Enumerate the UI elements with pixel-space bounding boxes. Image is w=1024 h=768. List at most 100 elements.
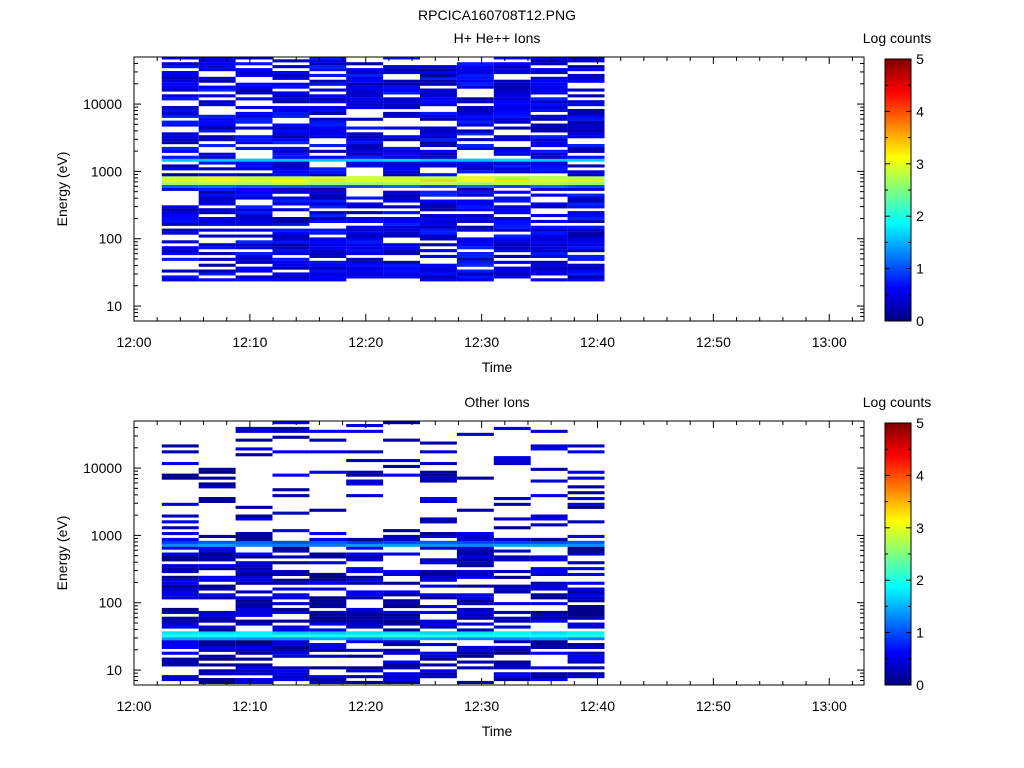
heatmap-cell <box>456 73 494 77</box>
heatmap-cell <box>383 640 420 644</box>
heatmap-cell <box>198 228 236 232</box>
heatmap-cell <box>493 246 531 250</box>
heatmap-cell <box>198 76 236 80</box>
heatmap-cell <box>309 610 347 614</box>
heatmap-cell <box>198 152 236 156</box>
heatmap-cell <box>198 193 236 197</box>
heatmap-cell <box>198 269 236 273</box>
heatmap-cell <box>383 79 420 83</box>
heatmap-cell <box>309 252 347 256</box>
heatmap-cell <box>161 65 199 69</box>
heatmap-cell <box>420 173 457 177</box>
heatmap-cell <box>493 234 531 238</box>
heatmap-cell <box>567 485 605 489</box>
heatmap-cell <box>161 532 199 536</box>
heatmap-cell <box>272 640 310 644</box>
heatmap-cell <box>567 73 605 77</box>
heatmap-cell <box>161 141 199 145</box>
heatmap-cell <box>420 79 457 83</box>
heatmap-cell <box>567 266 605 270</box>
heatmap-cell <box>235 85 273 89</box>
x-tick-label: 13:00 <box>812 334 847 350</box>
heatmap-cell <box>309 176 347 180</box>
heatmap-cell <box>530 193 568 197</box>
heatmap-cell <box>420 272 457 276</box>
heatmap-cell <box>272 572 310 576</box>
heatmap-cell <box>235 176 273 180</box>
heatmap-cell <box>309 219 347 223</box>
heatmap-cell <box>493 176 531 180</box>
heatmap-cell <box>383 211 420 215</box>
heatmap-cell <box>309 108 347 112</box>
heatmap-cell <box>272 149 310 153</box>
y-tick-label: 10 <box>106 662 122 678</box>
heatmap-cell <box>272 672 310 676</box>
heatmap-cell <box>272 561 310 565</box>
heatmap-cell <box>420 275 457 279</box>
heatmap-cell <box>493 426 531 430</box>
heatmap-cell <box>272 237 310 241</box>
heatmap-cell <box>567 59 605 63</box>
heatmap-cell <box>420 517 457 521</box>
heatmap-cell <box>420 190 457 194</box>
heatmap-cell <box>567 234 605 238</box>
heatmap-cell <box>567 520 605 524</box>
heatmap-cell <box>161 71 199 75</box>
spectrogram <box>161 421 605 684</box>
heatmap-cell <box>161 135 199 139</box>
heatmap-cell <box>493 249 531 253</box>
heatmap-cell <box>272 246 310 250</box>
heatmap-cell <box>530 619 568 623</box>
heatmap-cell <box>383 263 420 267</box>
heatmap-cell <box>346 144 384 148</box>
heatmap-cell <box>346 202 384 206</box>
heatmap-cell <box>235 228 273 232</box>
heatmap-cell <box>530 467 568 471</box>
heatmap-cell <box>309 540 347 544</box>
x-tick-label: 12:50 <box>696 698 731 714</box>
heatmap-cell <box>567 57 605 60</box>
heatmap-cell <box>456 631 494 635</box>
heatmap-cell <box>161 462 199 466</box>
heatmap-cell <box>383 651 420 655</box>
heatmap-cell <box>530 129 568 133</box>
heatmap-cell <box>198 593 236 597</box>
heatmap-cell <box>493 158 531 162</box>
heatmap-cell <box>198 558 236 562</box>
heatmap-cell <box>161 543 199 547</box>
heatmap-cell <box>420 540 457 544</box>
heatmap-cell <box>235 672 273 676</box>
heatmap-cell <box>235 266 273 270</box>
heatmap-cell <box>161 120 199 124</box>
heatmap-cell <box>346 654 384 658</box>
heatmap-cell <box>272 167 310 171</box>
heatmap-cell <box>567 543 605 547</box>
heatmap-cell <box>346 161 384 165</box>
heatmap-cell <box>272 602 310 606</box>
heatmap-cell <box>493 634 531 638</box>
heatmap-cell <box>235 447 273 451</box>
heatmap-cell <box>161 584 199 588</box>
heatmap-cell <box>530 523 568 527</box>
heatmap-cell <box>493 502 531 506</box>
heatmap-cell <box>346 640 384 644</box>
heatmap-cell <box>346 135 384 139</box>
heatmap-cell <box>456 555 494 559</box>
heatmap-cell <box>272 578 310 582</box>
heatmap-cell <box>493 584 531 588</box>
heatmap-cell <box>493 537 531 541</box>
heatmap-cell <box>420 126 457 130</box>
colorbar: Log counts 0 1 2 3 4 5 <box>863 394 932 693</box>
heatmap-cell <box>493 211 531 215</box>
heatmap-cell <box>420 520 457 524</box>
heatmap-cell <box>161 444 199 448</box>
heatmap-cell <box>456 176 494 180</box>
heatmap-cell <box>161 616 199 620</box>
heatmap-cell <box>346 622 384 626</box>
heatmap-cell <box>198 546 236 550</box>
heatmap-cell <box>198 619 236 623</box>
heatmap-cell <box>161 184 199 188</box>
colorbar-tick-label: 0 <box>916 313 924 329</box>
heatmap-cell <box>272 111 310 115</box>
heatmap-cell <box>309 438 347 442</box>
